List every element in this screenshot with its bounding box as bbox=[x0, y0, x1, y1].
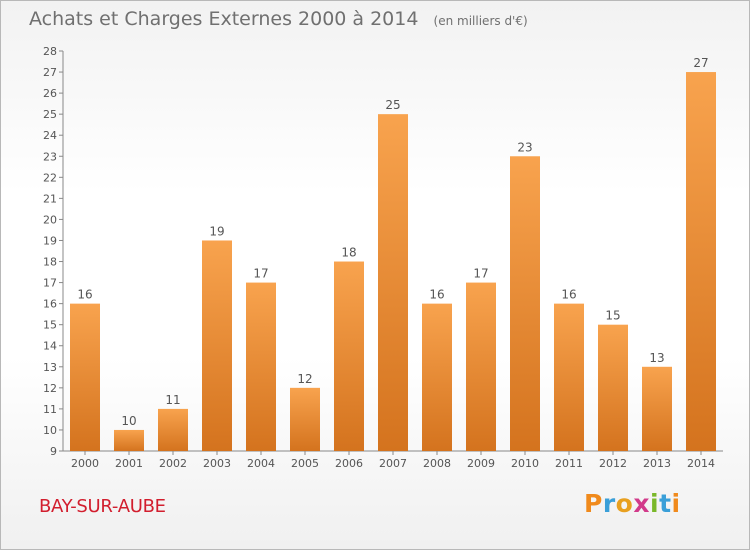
y-tick-label: 17 bbox=[43, 277, 57, 290]
bar-2000 bbox=[70, 303, 100, 451]
value-label-2013: 13 bbox=[649, 351, 664, 365]
y-tick-label: 22 bbox=[43, 171, 57, 184]
x-tick-label-2003: 2003 bbox=[203, 457, 231, 470]
bar-2009 bbox=[466, 282, 496, 451]
bar-2014 bbox=[686, 72, 716, 451]
value-label-2005: 12 bbox=[297, 372, 312, 386]
y-tick-label: 16 bbox=[43, 298, 57, 311]
x-tick-label-2008: 2008 bbox=[423, 457, 451, 470]
commune-name: BAY-SUR-AUBE bbox=[39, 496, 166, 517]
y-tick-label: 11 bbox=[43, 403, 57, 416]
y-tick-label: 13 bbox=[43, 361, 57, 374]
brand-letter: i bbox=[671, 489, 681, 518]
bar-2002 bbox=[158, 408, 188, 451]
value-label-2011: 16 bbox=[561, 288, 576, 302]
y-tick-label: 25 bbox=[43, 108, 57, 121]
y-tick-label: 28 bbox=[43, 45, 57, 58]
y-tick-label: 10 bbox=[43, 424, 57, 437]
brand-letter: o bbox=[615, 489, 634, 518]
x-tick-label-2007: 2007 bbox=[379, 457, 407, 470]
x-tick-label-2000: 2000 bbox=[71, 457, 99, 470]
chart-title: Achats et Charges Externes 2000 à 2014 bbox=[29, 8, 419, 30]
brand-letter: i bbox=[650, 489, 660, 518]
value-label-2007: 25 bbox=[385, 98, 400, 112]
value-label-2006: 18 bbox=[341, 246, 356, 260]
y-tick-label: 14 bbox=[43, 340, 57, 353]
bar-2005 bbox=[290, 387, 320, 451]
x-tick-label-2013: 2013 bbox=[643, 457, 671, 470]
x-tick-label-2002: 2002 bbox=[159, 457, 187, 470]
bar-2011 bbox=[554, 303, 584, 451]
bar-2006 bbox=[334, 261, 364, 451]
y-tick-label: 18 bbox=[43, 256, 57, 269]
y-tick-label: 15 bbox=[43, 319, 57, 332]
brand-letter: r bbox=[602, 489, 616, 518]
brand-letter: t bbox=[659, 489, 672, 518]
x-tick-label-2005: 2005 bbox=[291, 457, 319, 470]
x-tick-label-2006: 2006 bbox=[335, 457, 363, 470]
value-label-2009: 17 bbox=[473, 267, 488, 281]
brand-logo: Proxiti bbox=[584, 489, 681, 518]
value-label-2008: 16 bbox=[429, 288, 444, 302]
y-tick-label: 27 bbox=[43, 66, 57, 79]
y-tick-label: 12 bbox=[43, 382, 57, 395]
y-tick-label: 9 bbox=[50, 445, 57, 458]
y-tick-label: 20 bbox=[43, 213, 57, 226]
y-tick-label: 24 bbox=[43, 129, 57, 142]
value-label-2014: 27 bbox=[693, 56, 708, 70]
x-tick-label-2010: 2010 bbox=[511, 457, 539, 470]
value-label-2003: 19 bbox=[209, 224, 224, 238]
value-label-2010: 23 bbox=[517, 140, 532, 154]
bar-2013 bbox=[642, 366, 672, 451]
x-tick-label-2014: 2014 bbox=[687, 457, 715, 470]
value-label-2012: 15 bbox=[605, 309, 620, 323]
brand-letter: x bbox=[633, 489, 650, 518]
y-tick-label: 23 bbox=[43, 150, 57, 163]
value-label-2001: 10 bbox=[121, 414, 136, 428]
y-tick-label: 26 bbox=[43, 87, 57, 100]
bar-2010 bbox=[510, 156, 540, 451]
bar-2012 bbox=[598, 324, 628, 451]
chart-unit: (en milliers d'€) bbox=[433, 14, 528, 28]
x-tick-label-2009: 2009 bbox=[467, 457, 495, 470]
bar-2003 bbox=[202, 240, 232, 451]
value-label-2000: 16 bbox=[77, 288, 92, 302]
brand-letter: P bbox=[584, 489, 603, 518]
x-tick-label-2001: 2001 bbox=[115, 457, 143, 470]
x-tick-label-2004: 2004 bbox=[247, 457, 275, 470]
x-tick-label-2011: 2011 bbox=[555, 457, 583, 470]
bar-2001 bbox=[114, 429, 144, 451]
y-tick-label: 21 bbox=[43, 192, 57, 205]
value-label-2002: 11 bbox=[165, 393, 180, 407]
y-tick-label: 19 bbox=[43, 234, 57, 247]
x-tick-label-2012: 2012 bbox=[599, 457, 627, 470]
bar-2007 bbox=[378, 114, 408, 451]
bar-2008 bbox=[422, 303, 452, 451]
value-label-2004: 17 bbox=[253, 267, 268, 281]
chart-title-row: Achats et Charges Externes 2000 à 2014 (… bbox=[29, 8, 528, 30]
bar-2004 bbox=[246, 282, 276, 451]
